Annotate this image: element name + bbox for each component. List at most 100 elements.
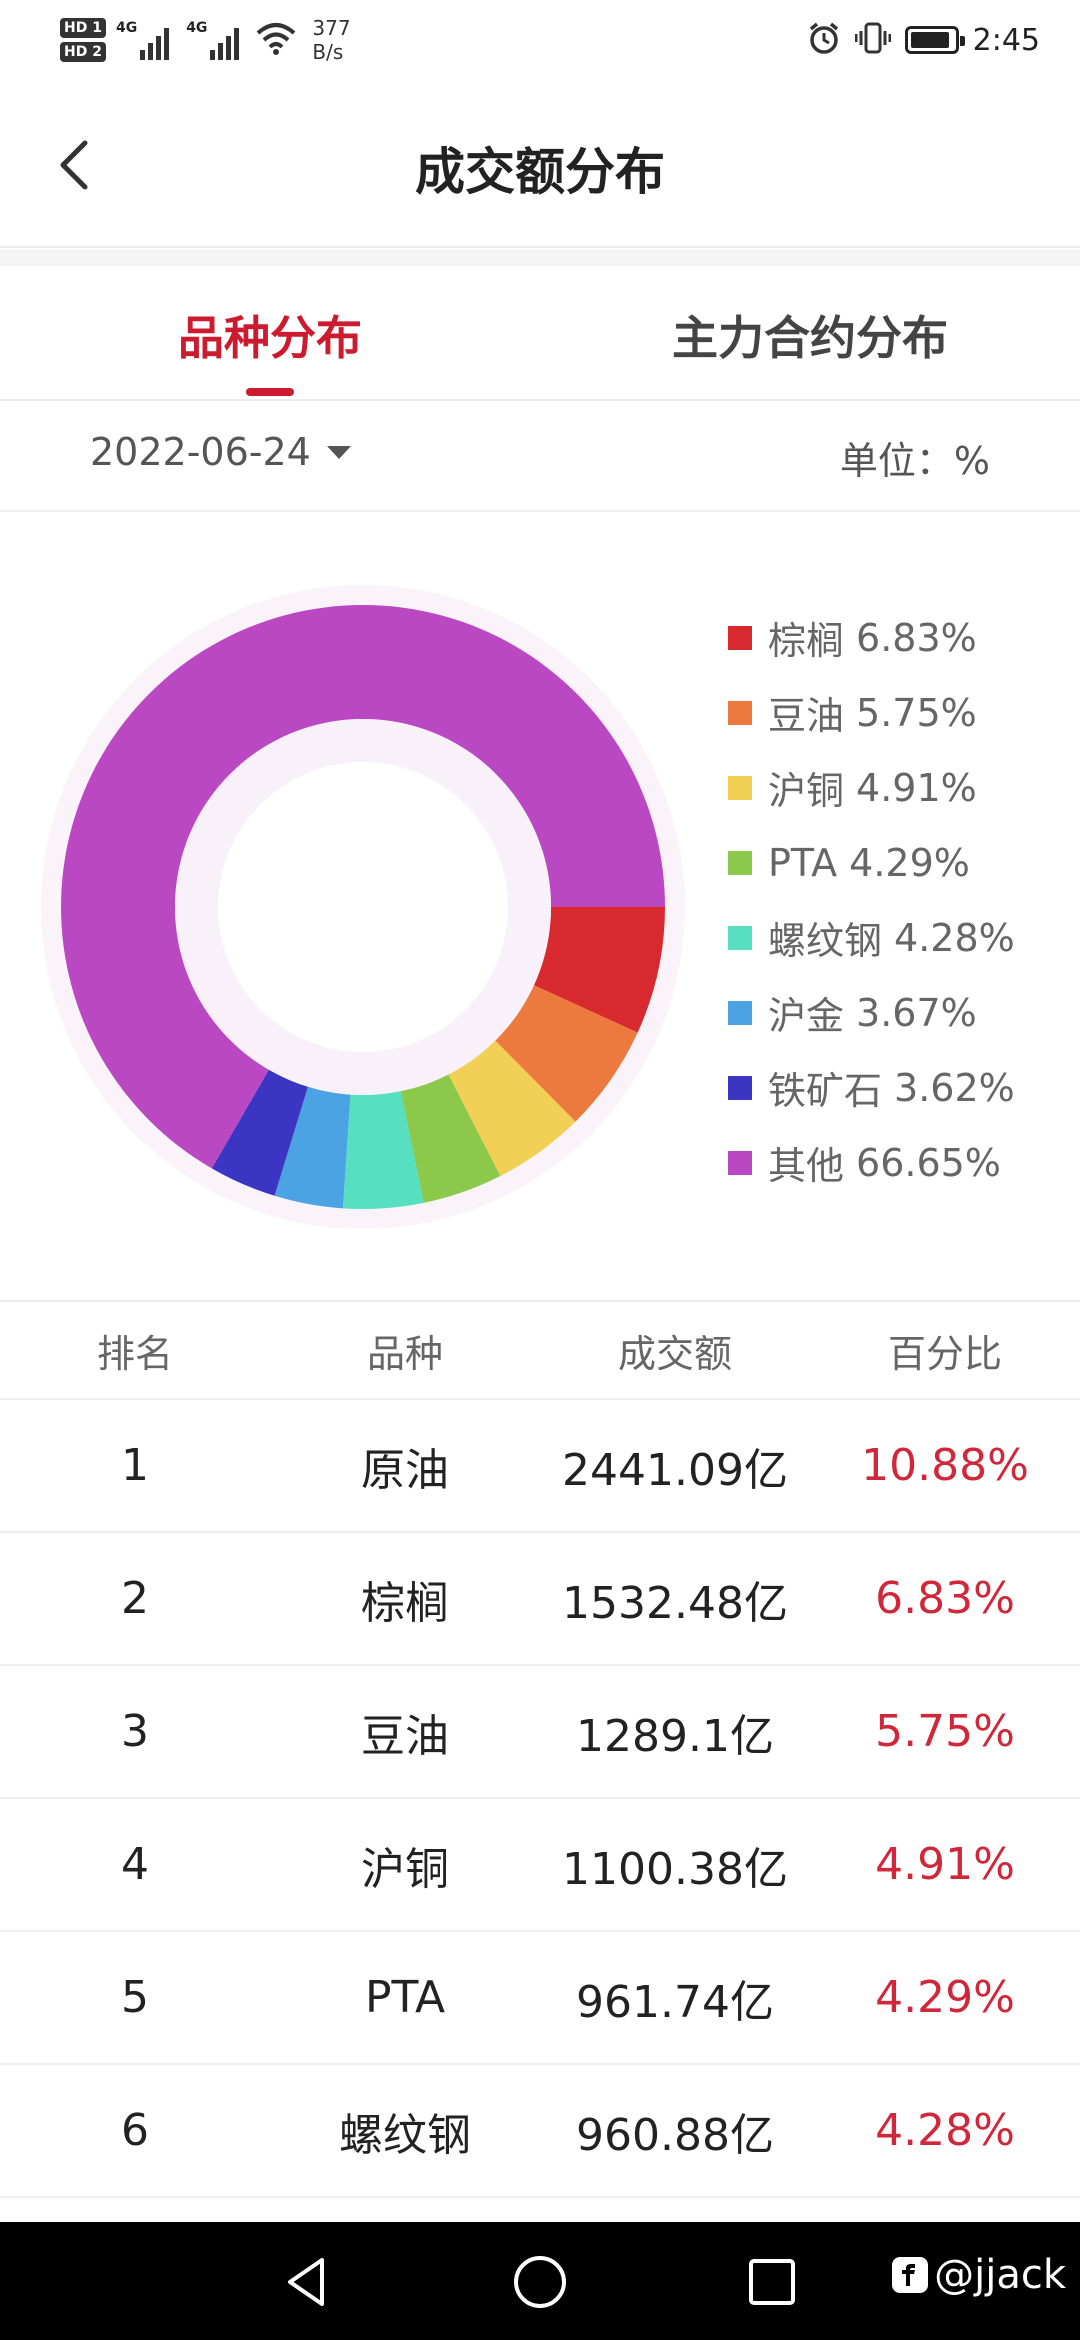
legend-item[interactable]: 铁矿石 3.62% bbox=[728, 1050, 1015, 1125]
legend-swatch bbox=[728, 775, 752, 800]
percent-cell: 4.28% bbox=[875, 2105, 1015, 2156]
donut-slice-7[interactable] bbox=[61, 604, 666, 1169]
legend-value: 5.75% bbox=[856, 690, 977, 735]
system-nav-bar: @jjack bbox=[0, 2222, 1080, 2340]
legend-swatch bbox=[728, 1075, 752, 1100]
legend-item[interactable]: 螺纹钢 4.28% bbox=[728, 900, 1015, 975]
legend-swatch bbox=[728, 625, 752, 650]
variety-cell: 螺纹钢 bbox=[339, 2109, 471, 2161]
percent-cell: 6.83% bbox=[875, 1573, 1015, 1624]
back-button[interactable] bbox=[40, 130, 110, 200]
legend-item[interactable]: 其他 66.65% bbox=[728, 1125, 1015, 1200]
donut-slice-5[interactable] bbox=[274, 1086, 351, 1209]
variety-cell: 棕榈 bbox=[361, 1577, 449, 1629]
chevron-left-icon bbox=[60, 140, 88, 190]
donut-chart: 棕榈 6.83% 豆油 5.75% 沪铜 4.91% PTA 4.29% 螺纹钢 4.28% 沪金 3… bbox=[0, 512, 1080, 1302]
amount-cell: 2441.09亿 bbox=[562, 1444, 788, 1496]
rank-cell: 1 bbox=[121, 1440, 149, 1491]
table-row[interactable]: 4 沪铜 1100.38亿 4.91% bbox=[0, 1799, 1080, 1932]
rank-cell: 4 bbox=[121, 1839, 149, 1890]
legend-label: 螺纹钢 bbox=[768, 919, 883, 963]
legend-label: 棕榈 bbox=[768, 619, 845, 663]
donut-slice-0[interactable] bbox=[533, 907, 665, 1033]
variety-cell: 原油 bbox=[361, 1444, 449, 1496]
ranking-table: 1 原油 2441.09亿 10.88% 2 棕榈 1532.48亿 6.83%… bbox=[0, 1400, 1080, 2198]
legend-swatch bbox=[728, 1150, 752, 1175]
nav-home-button[interactable] bbox=[510, 2252, 570, 2312]
legend-swatch bbox=[728, 925, 752, 950]
status-time: 2:45 bbox=[972, 22, 1040, 58]
legend-item[interactable]: 沪金 3.67% bbox=[728, 975, 1015, 1050]
donut-slice-6[interactable] bbox=[211, 1069, 308, 1196]
legend-swatch bbox=[728, 700, 752, 725]
nav-back-button[interactable] bbox=[278, 2252, 338, 2312]
legend-swatch bbox=[728, 850, 752, 875]
variety-cell: PTA bbox=[364, 1972, 446, 2023]
variety-cell: 沪铜 bbox=[361, 1843, 449, 1895]
donut-slice-3[interactable] bbox=[400, 1074, 501, 1203]
table-row[interactable]: 3 豆油 1289.1亿 5.75% bbox=[0, 1666, 1080, 1799]
legend-item[interactable]: 沪铜 4.91% bbox=[728, 750, 1015, 825]
triangle-back-icon bbox=[288, 2258, 324, 2306]
nav-recent-button[interactable] bbox=[742, 2252, 802, 2312]
tab-main-contract-distribution[interactable]: 主力合约分布 bbox=[672, 311, 948, 365]
filter-row: 2022-06-24 单位：% bbox=[0, 402, 1080, 512]
donut-chart-svg bbox=[41, 585, 685, 1229]
section-gap bbox=[0, 250, 1080, 266]
legend-label: 豆油 bbox=[768, 694, 845, 738]
variety-cell: 豆油 bbox=[361, 1710, 449, 1762]
percent-cell: 4.29% bbox=[875, 1972, 1015, 2023]
legend-label: 沪金 bbox=[768, 994, 845, 1038]
legend-label: 沪铜 bbox=[768, 769, 845, 813]
chart-legend: 棕榈 6.83% 豆油 5.75% 沪铜 4.91% PTA 4.29% 螺纹钢 4.28% 沪金 3… bbox=[728, 600, 1015, 1200]
wifi-icon bbox=[256, 21, 296, 59]
legend-item[interactable]: PTA 4.29% bbox=[728, 825, 1015, 900]
table-row[interactable]: 5 PTA 961.74亿 4.29% bbox=[0, 1932, 1080, 2065]
legend-item[interactable]: 豆油 5.75% bbox=[728, 675, 1015, 750]
tab-bar: 品种分布 主力合约分布 bbox=[0, 266, 1080, 401]
legend-label: PTA bbox=[768, 840, 838, 885]
table-row[interactable]: 6 螺纹钢 960.88亿 4.28% bbox=[0, 2065, 1080, 2198]
unit-label: 单位：% bbox=[839, 439, 990, 483]
status-right: 2:45 bbox=[807, 12, 1040, 68]
rank-cell: 6 bbox=[121, 2105, 149, 2156]
hd-indicators: HD 1 HD 2 bbox=[60, 18, 106, 62]
watermark: @jjack bbox=[892, 2252, 1066, 2298]
battery-icon bbox=[904, 26, 965, 54]
donut-slice-1[interactable] bbox=[495, 985, 638, 1122]
header-amount: 成交额 bbox=[617, 1331, 732, 1376]
amount-cell: 960.88亿 bbox=[576, 2109, 774, 2161]
vibrate-icon bbox=[854, 21, 892, 59]
circle-home-icon bbox=[514, 2256, 566, 2308]
status-bar: HD 1 HD 2 4G 4G 377 B/s 2:45 bbox=[0, 0, 1080, 80]
header-percent: 百分比 bbox=[887, 1331, 1002, 1376]
amount-cell: 1289.1亿 bbox=[576, 1710, 774, 1762]
amount-cell: 961.74亿 bbox=[576, 1976, 774, 2028]
table-header: 排名 品种 成交额 百分比 bbox=[0, 1300, 1080, 1400]
net-speed: 377 B/s bbox=[312, 16, 351, 64]
legend-value: 6.83% bbox=[856, 615, 977, 660]
rank-cell: 5 bbox=[121, 1972, 149, 2023]
watermark-text: @jjack bbox=[934, 2252, 1066, 2298]
legend-value: 66.65% bbox=[856, 1140, 1001, 1185]
active-tab-indicator bbox=[246, 388, 294, 396]
legend-swatch bbox=[728, 1000, 752, 1025]
caret-down-icon bbox=[326, 445, 351, 459]
watermark-logo-icon bbox=[892, 2257, 929, 2293]
legend-value: 4.28% bbox=[894, 915, 1015, 960]
donut-slice-4[interactable] bbox=[342, 1091, 424, 1209]
signal-icon-2: 4G bbox=[186, 20, 246, 60]
percent-cell: 10.88% bbox=[861, 1440, 1029, 1491]
legend-label: 其他 bbox=[768, 1144, 845, 1188]
legend-item[interactable]: 棕榈 6.83% bbox=[728, 600, 1015, 675]
alarm-icon bbox=[807, 21, 841, 59]
status-left: HD 1 HD 2 4G 4G 377 B/s bbox=[60, 10, 351, 70]
donut-slice-2[interactable] bbox=[448, 1040, 576, 1176]
legend-label: 铁矿石 bbox=[768, 1069, 883, 1113]
hd1-badge: HD 1 bbox=[60, 18, 106, 38]
tab-variety-distribution[interactable]: 品种分布 bbox=[178, 311, 362, 365]
legend-value: 4.29% bbox=[849, 840, 970, 885]
table-row[interactable]: 1 原油 2441.09亿 10.88% bbox=[0, 1400, 1080, 1533]
date-selector[interactable]: 2022-06-24 bbox=[90, 430, 351, 474]
table-row[interactable]: 2 棕榈 1532.48亿 6.83% bbox=[0, 1533, 1080, 1666]
